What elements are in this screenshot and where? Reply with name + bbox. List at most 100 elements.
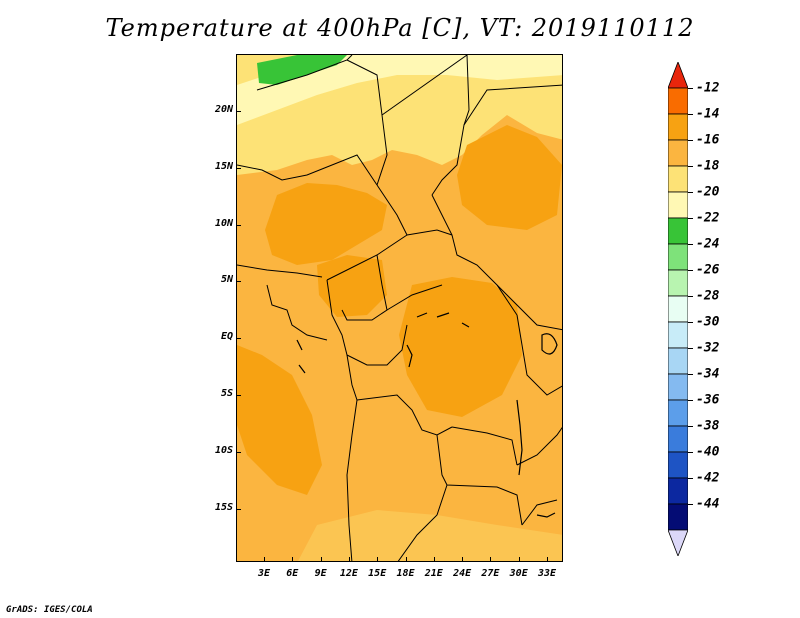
lon-label: 27E [481, 568, 500, 579]
chart-title: Temperature at 400hPa [C], VT: 201911011… [105, 14, 695, 42]
colorbar-label: -34 [696, 366, 720, 382]
colorbar-label: -16 [696, 132, 720, 148]
colorbar-tick [688, 322, 693, 323]
lat-label: 20N [214, 104, 233, 115]
colorbar-tick [688, 296, 693, 297]
colorbar-swatch [668, 269, 688, 297]
lat-label: 5N [220, 274, 233, 286]
colorbar-tick [688, 348, 693, 349]
country-borders [237, 55, 562, 561]
band-minus22-24 [257, 55, 347, 85]
colorbar-tick [688, 270, 693, 271]
colorbar-swatch [668, 347, 688, 375]
blob-east [457, 125, 562, 230]
lat-tick [236, 167, 241, 169]
lat-label: EQ [220, 331, 233, 343]
lon-label: 30E [509, 568, 528, 579]
colorbar-swatch [668, 451, 688, 479]
lon-tick [433, 557, 435, 562]
lat-label: 15N [214, 160, 233, 172]
colorbar-label: -44 [696, 496, 720, 512]
lat-label: 5S [220, 388, 233, 399]
colorbar-label: -18 [696, 158, 720, 174]
lon-tick [292, 557, 294, 562]
lakes [296, 312, 558, 518]
lat-tick [236, 508, 241, 510]
colorbar-swatch [668, 139, 688, 167]
colorbar-top-arrow [668, 62, 688, 89]
lon-tick [264, 557, 265, 562]
grads-credit: GrADS: IGES/COLA [6, 605, 93, 615]
lon-tick [377, 557, 379, 562]
colorbar-label: -38 [696, 418, 720, 434]
lon-tick [348, 557, 350, 562]
lon-tick [405, 557, 407, 562]
colorbar-label: -36 [696, 392, 720, 408]
map-canvas [237, 55, 562, 561]
lon-tick [462, 557, 464, 562]
colorbar-label: -30 [696, 314, 720, 330]
colorbar-swatch [668, 165, 688, 193]
colorbar-swatch [668, 477, 688, 505]
colorbar-tick [688, 504, 693, 505]
lat-tick [236, 111, 241, 112]
colorbar-tick [688, 218, 693, 219]
lon-label: 3E [257, 568, 271, 579]
blob-west [265, 183, 387, 265]
lon-tick [518, 557, 520, 562]
lat-tick [236, 451, 241, 453]
colorbar-label: -42 [696, 470, 720, 486]
lat-tick [236, 224, 241, 226]
colorbar-swatch [668, 425, 688, 453]
lon-label: 9E [314, 568, 327, 579]
colorbar-tick [688, 140, 693, 141]
lat-tick [236, 395, 241, 396]
colorbar-label: -28 [696, 288, 720, 304]
colorbar-swatch [668, 399, 688, 427]
colorbar-tick [688, 478, 693, 479]
colorbar-tick [688, 374, 693, 375]
lon-tick [320, 557, 322, 562]
colorbar-tick [688, 88, 693, 89]
colorbar-tick [688, 452, 693, 453]
lat-label: 15S [214, 501, 233, 513]
lon-label: 21E [424, 568, 443, 579]
colorbar-label: -32 [696, 340, 720, 356]
lat-tick [236, 338, 241, 340]
colorbar-swatch [668, 191, 688, 219]
colorbar [668, 62, 688, 556]
lon-tick [547, 557, 548, 562]
colorbar-swatch [668, 243, 688, 271]
colorbar-swatch [668, 217, 688, 245]
lat-label: 10S [214, 444, 233, 456]
lat-label: 10N [214, 217, 233, 229]
band-south-light [298, 510, 562, 561]
colorbar-swatch [668, 321, 688, 349]
colorbar-swatch [668, 87, 688, 115]
colorbar-swatch [668, 113, 688, 141]
colorbar-tick [688, 114, 693, 115]
colorbar-label: -40 [696, 444, 720, 460]
colorbar-swatch [668, 373, 688, 401]
lon-label: 6E [286, 568, 299, 579]
colorbar-tick [688, 400, 693, 401]
lon-label: 12E [339, 568, 358, 579]
colorbar-label: -22 [696, 210, 720, 226]
lat-tick [236, 281, 241, 283]
colorbar-label: -24 [696, 236, 720, 252]
colorbar-swatch [668, 503, 688, 531]
blob-southwest [237, 345, 322, 495]
colorbar-tick [688, 426, 693, 427]
colorbar-tick [688, 166, 693, 167]
colorbar-tick [688, 244, 693, 245]
temperature-map [236, 54, 563, 562]
lon-tick [490, 557, 492, 562]
lon-label: 24E [453, 568, 472, 579]
colorbar-tick [688, 192, 693, 193]
colorbar-label: -26 [696, 262, 720, 278]
blob-central [399, 277, 522, 417]
colorbar-label: -20 [696, 184, 720, 200]
blob-midwest [317, 255, 387, 317]
colorbar-label: -14 [696, 106, 720, 122]
colorbar-label: -12 [696, 80, 720, 96]
